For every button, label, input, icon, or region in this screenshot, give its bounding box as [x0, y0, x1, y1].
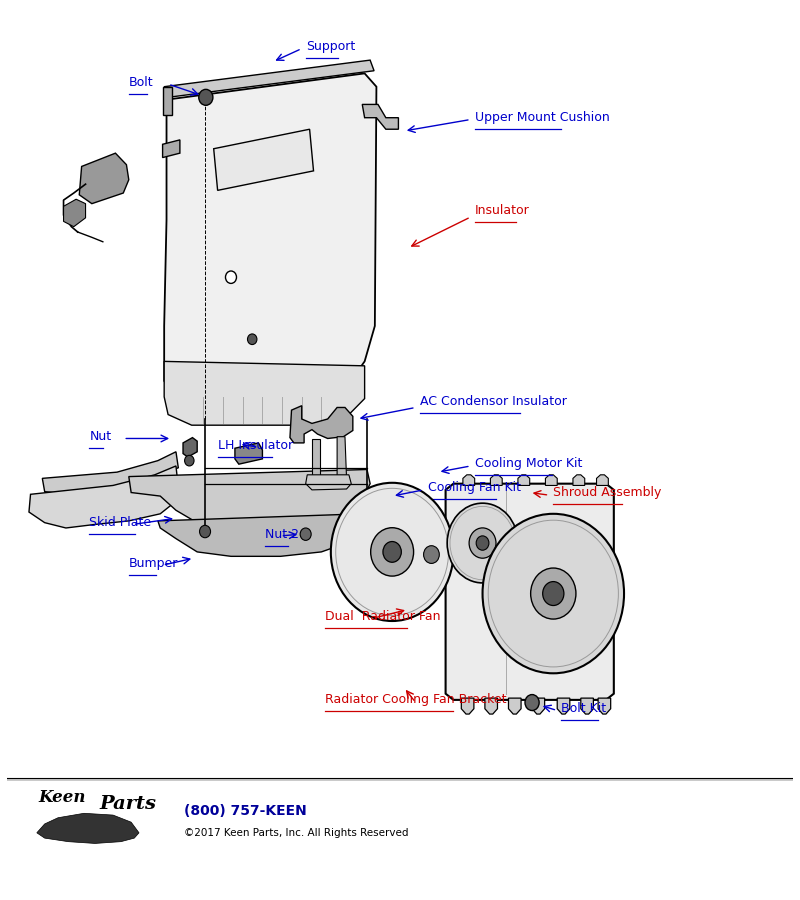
Circle shape — [525, 695, 539, 710]
Text: Skid Plate: Skid Plate — [90, 517, 152, 529]
Polygon shape — [573, 475, 585, 485]
Polygon shape — [490, 475, 502, 485]
Circle shape — [542, 581, 564, 606]
Text: Nut 2: Nut 2 — [265, 527, 298, 541]
Polygon shape — [462, 698, 474, 714]
Polygon shape — [63, 199, 86, 227]
Polygon shape — [581, 698, 594, 714]
Circle shape — [476, 536, 489, 550]
Polygon shape — [463, 475, 474, 485]
Polygon shape — [158, 514, 365, 556]
Polygon shape — [79, 153, 129, 203]
Polygon shape — [518, 475, 530, 485]
Polygon shape — [290, 406, 353, 443]
Text: Radiator Cooling Fan Bracket: Radiator Cooling Fan Bracket — [326, 693, 507, 706]
Circle shape — [423, 545, 439, 563]
Circle shape — [199, 526, 210, 537]
Ellipse shape — [25, 789, 146, 869]
Circle shape — [198, 89, 213, 105]
Circle shape — [482, 514, 624, 673]
Text: Keen: Keen — [38, 789, 86, 806]
Polygon shape — [164, 74, 377, 408]
Polygon shape — [532, 698, 545, 714]
Polygon shape — [546, 475, 558, 485]
Circle shape — [185, 455, 194, 466]
Text: Shroud Assembly: Shroud Assembly — [554, 486, 662, 499]
Text: Bumper: Bumper — [129, 557, 178, 570]
Text: Insulator: Insulator — [474, 204, 530, 217]
Text: Cooling Fan Kit: Cooling Fan Kit — [427, 481, 521, 494]
Polygon shape — [42, 452, 178, 494]
Polygon shape — [509, 698, 521, 714]
Text: Parts: Parts — [100, 796, 157, 814]
Polygon shape — [598, 698, 610, 714]
Circle shape — [530, 568, 576, 619]
Text: AC Condensor Insulator: AC Condensor Insulator — [420, 395, 566, 408]
Polygon shape — [597, 475, 608, 485]
Polygon shape — [129, 470, 370, 526]
Text: Upper Mount Cushion: Upper Mount Cushion — [474, 112, 610, 124]
Polygon shape — [558, 698, 570, 714]
Circle shape — [447, 503, 518, 583]
Polygon shape — [312, 439, 320, 479]
Circle shape — [469, 528, 496, 558]
Polygon shape — [235, 443, 262, 464]
Text: Bolt Kit: Bolt Kit — [561, 702, 606, 716]
Circle shape — [331, 482, 454, 621]
Circle shape — [370, 527, 414, 576]
Polygon shape — [162, 140, 180, 158]
Text: Cooling Motor Kit: Cooling Motor Kit — [474, 457, 582, 470]
Circle shape — [226, 271, 237, 284]
Text: ©2017 Keen Parts, Inc. All Rights Reserved: ©2017 Keen Parts, Inc. All Rights Reserv… — [184, 828, 408, 838]
Polygon shape — [164, 362, 365, 425]
Polygon shape — [214, 130, 314, 191]
Text: Nut: Nut — [90, 430, 112, 443]
Polygon shape — [337, 436, 346, 479]
Circle shape — [300, 528, 311, 540]
Polygon shape — [485, 698, 498, 714]
Text: (800) 757-KEEN: (800) 757-KEEN — [184, 804, 306, 817]
Polygon shape — [183, 437, 197, 457]
Text: Bolt: Bolt — [129, 76, 154, 89]
Text: Dual  Radiator Fan: Dual Radiator Fan — [326, 610, 441, 623]
Polygon shape — [29, 466, 178, 528]
Polygon shape — [37, 814, 139, 843]
Text: LH Insulator: LH Insulator — [218, 439, 293, 452]
Text: Support: Support — [306, 40, 355, 53]
Polygon shape — [164, 60, 374, 97]
Circle shape — [247, 334, 257, 345]
Circle shape — [383, 542, 402, 562]
Polygon shape — [446, 483, 614, 700]
Polygon shape — [422, 542, 462, 565]
Polygon shape — [362, 104, 398, 130]
Polygon shape — [306, 475, 351, 490]
Polygon shape — [162, 86, 172, 115]
